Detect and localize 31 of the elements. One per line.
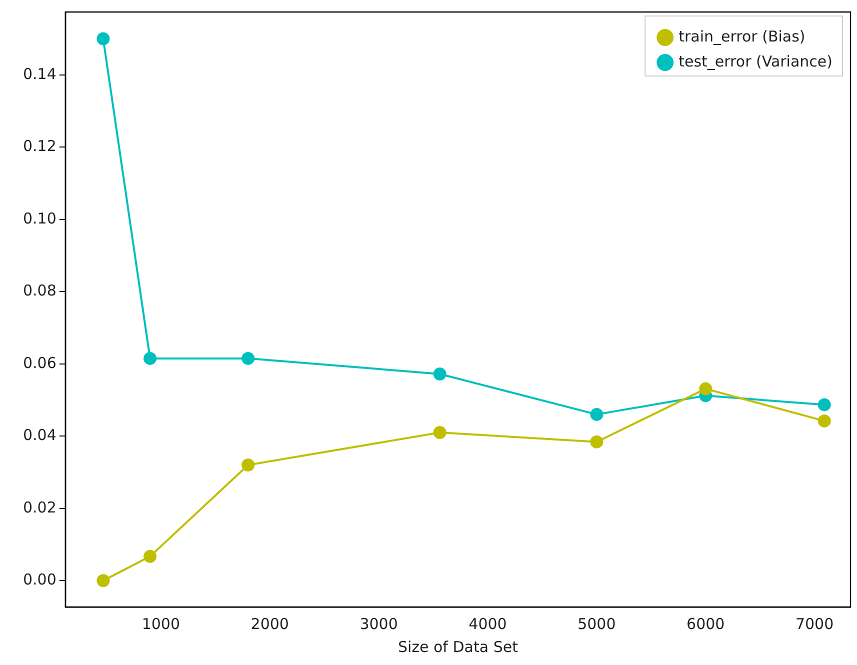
point <box>699 382 712 396</box>
point <box>144 550 157 563</box>
x-tick-label: 7000 <box>795 614 834 633</box>
point <box>242 458 255 472</box>
legend-label: train_error (Bias) <box>678 27 806 46</box>
legend-label: test_error (Variance) <box>678 52 832 70</box>
y-tick-label: 0.04 <box>22 426 56 444</box>
point <box>433 367 446 380</box>
y-tick-label: 0.12 <box>22 137 56 156</box>
x-tick-label: 1000 <box>142 614 180 633</box>
x-axis-title: Size of Data Set <box>398 638 518 656</box>
y-tick-label: 0.00 <box>22 570 56 589</box>
point <box>590 435 604 448</box>
y-tick-label: 0.02 <box>22 498 56 516</box>
y-tick-label: 0.06 <box>22 354 56 372</box>
y-tick-label: 0.08 <box>22 282 56 300</box>
x-tick-label: 4000 <box>468 614 507 633</box>
x-tick-label: 6000 <box>686 614 725 633</box>
point <box>818 414 831 428</box>
x-tick-label: 2000 <box>250 614 289 633</box>
x-tick-label: 5000 <box>578 614 616 633</box>
point <box>96 574 110 588</box>
point <box>433 426 446 440</box>
y-tick-label: 0.14 <box>22 64 56 83</box>
x-tick-label: 3000 <box>360 614 398 633</box>
point <box>590 408 604 421</box>
point <box>96 32 110 46</box>
point <box>242 352 255 365</box>
y-tick-label: 0.10 <box>22 209 56 228</box>
point <box>144 352 157 365</box>
point <box>818 398 831 412</box>
